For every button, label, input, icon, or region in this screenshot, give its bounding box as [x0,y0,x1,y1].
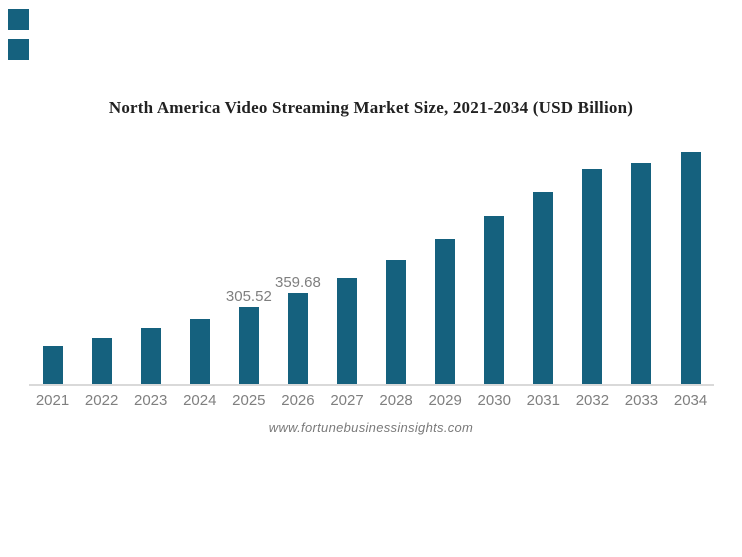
x-axis-label-2026: 2026 [281,391,315,409]
bar-group-2031 [519,144,568,384]
bar-2022 [91,337,112,384]
bar-2026 [287,293,308,384]
bar-chart: 305.52 359.68 2021 2022 2023 2024 2025 2026 202… [28,144,715,408]
bar-group-2025: 305.52 [224,144,273,384]
bar-group-2024 [175,144,224,384]
bar-2027 [337,277,357,384]
x-axis-labels: 2021 2022 2023 2024 2025 2026 2027 2028 2029 2030… [28,393,715,408]
bar-group-2028 [372,144,421,384]
x-axis-label-2028: 2028 [379,391,413,409]
bar-2032 [582,168,603,384]
bar-2033 [631,162,652,384]
bar-2030 [484,215,505,384]
x-axis-label-2024: 2024 [183,391,217,409]
x-axis-label-2021: 2021 [35,391,70,409]
x-axis-label-2030: 2030 [477,391,511,409]
x-axis-line [29,384,714,386]
bar-group-2029 [421,144,470,384]
bar-group-2034 [666,144,715,384]
x-axis-label-2032: 2032 [575,391,610,409]
bar-group-2027 [322,144,371,384]
x-axis-label-2027: 2027 [330,391,364,409]
chart-title: North America Video Streaming Market Siz… [108,98,634,117]
bar-group-2030 [470,144,519,384]
x-axis-label-2025: 2025 [232,391,266,409]
bar-2028 [386,260,407,384]
bar-2021 [42,345,63,384]
bar-group-2022 [77,144,126,384]
x-axis-label-2034: 2034 [673,391,708,409]
bar-group-2032 [568,144,617,384]
brand-square-top-icon [8,9,29,30]
bar-group-2033 [617,144,666,384]
bars-area: 305.52 359.68 [28,144,715,384]
watermark-text: www.fortunebusinessinsights.com [268,420,474,435]
value-label-2026: 359.68 [274,274,321,292]
bar-2029 [435,238,456,384]
brand-square-bottom-icon [8,39,29,60]
bar-2023 [140,328,161,384]
bar-group-2026: 359.68 [273,144,322,384]
bar-group-2023 [126,144,175,384]
bar-2025 [238,306,259,384]
x-axis-label-2022: 2022 [84,391,119,409]
x-axis-label-2033: 2033 [624,391,659,409]
x-axis-label-2023: 2023 [134,391,168,409]
bar-2034 [680,152,701,384]
value-label-2025: 305.52 [225,287,272,305]
bar-group-2021 [28,144,77,384]
bar-2031 [533,191,554,384]
x-axis-label-2031: 2031 [526,391,560,409]
x-axis-label-2029: 2029 [428,391,462,409]
bar-2024 [189,318,210,384]
